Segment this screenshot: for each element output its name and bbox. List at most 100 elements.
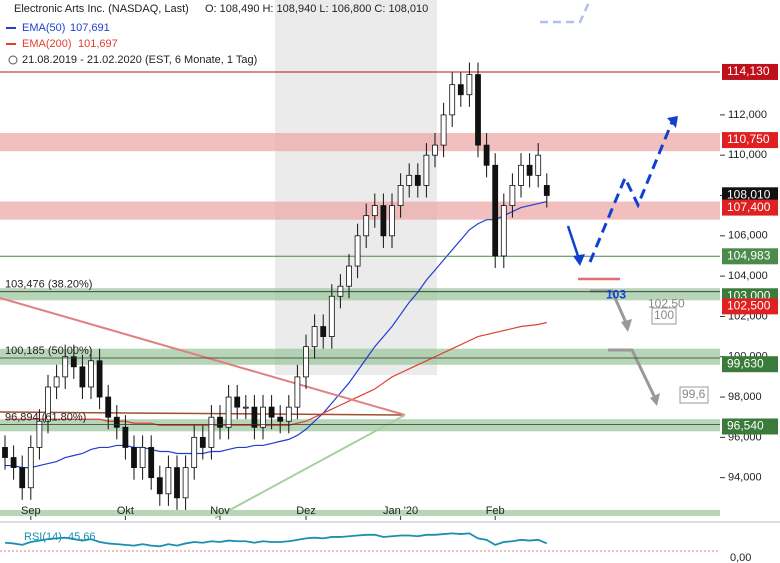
annotation: 103 bbox=[606, 287, 626, 301]
level-label: 108,010 bbox=[727, 187, 771, 201]
x-tick-label: Jan '20 bbox=[383, 505, 418, 517]
candle-body bbox=[225, 396, 232, 428]
candle-body bbox=[509, 185, 516, 206]
legend-name: EMA(200) bbox=[22, 38, 72, 50]
candle-body bbox=[449, 84, 456, 116]
candle-body bbox=[432, 144, 438, 156]
zone bbox=[0, 201, 720, 220]
level-label: 107,400 bbox=[727, 200, 771, 214]
candle-body bbox=[182, 467, 189, 499]
x-tick-label: Feb bbox=[486, 505, 505, 517]
ema-line bbox=[5, 200, 547, 469]
level-badge bbox=[722, 187, 778, 204]
zone bbox=[0, 419, 720, 432]
candle-body bbox=[53, 376, 60, 388]
zone bbox=[0, 133, 720, 152]
candle-body bbox=[96, 360, 103, 398]
candle-body bbox=[174, 467, 180, 499]
candle-body bbox=[414, 174, 421, 186]
candle-body bbox=[148, 447, 155, 479]
candle-body bbox=[423, 154, 430, 186]
candle-body bbox=[277, 416, 284, 422]
level-label: 104,983 bbox=[727, 248, 771, 262]
annotation: 100 bbox=[654, 308, 674, 322]
y-tick-label: 94,000 bbox=[728, 472, 762, 484]
candle-body bbox=[139, 447, 146, 468]
rsi-line bbox=[4, 532, 548, 548]
candle-body bbox=[242, 406, 249, 409]
candle-body bbox=[285, 406, 292, 422]
candle-body bbox=[311, 326, 318, 348]
candle-body bbox=[294, 376, 301, 408]
date-range: 21.08.2019 - 21.02.2020 (EST, 6 Monate, … bbox=[22, 54, 257, 66]
level-label: 102,500 bbox=[727, 299, 771, 313]
annotation: 102,50 bbox=[648, 297, 685, 311]
candle-body bbox=[406, 174, 413, 186]
x-tick-label: Dez bbox=[296, 505, 316, 517]
x-tick-label: Okt bbox=[117, 505, 134, 517]
candle-body bbox=[62, 356, 69, 378]
fib-label: 103,476 (38.20%) bbox=[5, 279, 92, 291]
arrow-head bbox=[621, 319, 660, 406]
rsi-tick-label: 0,00 bbox=[730, 552, 751, 563]
zone bbox=[0, 509, 720, 516]
level-badge bbox=[722, 298, 778, 315]
y-tick-label: 110,000 bbox=[728, 149, 767, 161]
arrow-head bbox=[573, 254, 585, 266]
candle-body bbox=[105, 396, 112, 418]
level-label: 110,750 bbox=[727, 132, 770, 146]
candle-body bbox=[440, 114, 447, 146]
candle-body bbox=[354, 235, 361, 267]
projection-arrow bbox=[540, 0, 592, 24]
candle-body bbox=[500, 205, 507, 257]
candle-body bbox=[88, 360, 94, 388]
level-badge bbox=[722, 418, 778, 435]
candle-body bbox=[122, 426, 129, 448]
candle-body bbox=[2, 447, 8, 458]
level-label: 99,630 bbox=[727, 356, 764, 370]
candle-body bbox=[19, 467, 26, 489]
candle-body bbox=[466, 74, 473, 96]
ohlc: O: 108,490 H: 108,940 L: 106,800 C: 108,… bbox=[205, 3, 428, 15]
legend-value: 101,697 bbox=[78, 38, 118, 50]
candle-body bbox=[191, 436, 198, 468]
candle-body bbox=[371, 205, 378, 217]
candle-body bbox=[165, 467, 172, 495]
candle-body bbox=[199, 436, 206, 448]
level-badge bbox=[722, 356, 778, 373]
fib-label: 96,894 (61.80%) bbox=[5, 411, 86, 423]
candle-body bbox=[208, 416, 215, 448]
y-tick-label: 104,000 bbox=[728, 270, 768, 282]
level-label: 96,540 bbox=[727, 419, 764, 433]
arrow bbox=[590, 289, 629, 326]
annotation-box bbox=[651, 307, 677, 325]
candle-body bbox=[363, 215, 370, 237]
rsi-name: RSI(14) bbox=[24, 531, 62, 543]
level-badge bbox=[722, 199, 778, 216]
candle-body bbox=[36, 420, 43, 448]
zone bbox=[0, 348, 720, 365]
legend-value: 107,691 bbox=[70, 22, 110, 34]
level-badge bbox=[722, 132, 778, 149]
candle-body bbox=[156, 477, 163, 495]
ema-line bbox=[5, 321, 547, 426]
candle-body bbox=[217, 416, 223, 428]
candle-body bbox=[268, 406, 275, 418]
candle-body bbox=[113, 416, 120, 428]
trend-line bbox=[0, 297, 406, 416]
candle-body bbox=[518, 164, 524, 186]
candle-body bbox=[543, 185, 550, 196]
level-badge bbox=[722, 63, 778, 80]
projection-arrow bbox=[588, 121, 674, 263]
x-tick-label: Sep bbox=[21, 505, 41, 517]
candle-body bbox=[303, 346, 309, 378]
candle-body bbox=[79, 366, 86, 388]
candle-body bbox=[320, 326, 327, 337]
arrow-head bbox=[667, 116, 678, 128]
y-tick-label: 98,000 bbox=[728, 391, 762, 403]
level-label: 114,130 bbox=[727, 64, 770, 78]
y-tick-label: 106,000 bbox=[728, 230, 768, 242]
candle-body bbox=[475, 74, 481, 146]
trend-line bbox=[214, 414, 406, 519]
